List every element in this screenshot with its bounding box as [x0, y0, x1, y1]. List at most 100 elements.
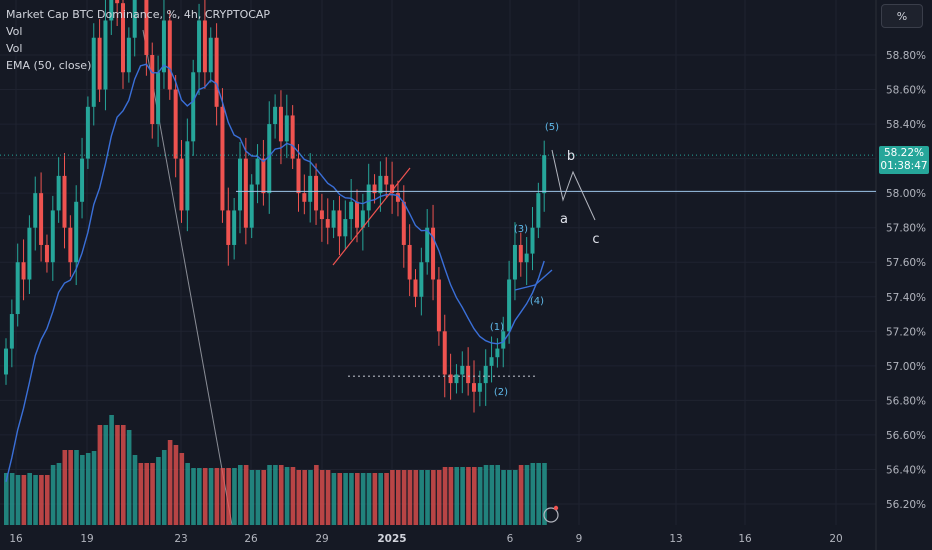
x-tick-label: 16: [9, 533, 23, 545]
candle-body: [97, 37, 102, 90]
candle-body: [33, 193, 38, 228]
wave-labels: (1) (2) (3) (4) (5) a b c: [490, 122, 600, 398]
y-tick-label: 56.80%: [886, 395, 926, 407]
volume-bar: [448, 467, 454, 525]
alert-dot-icon: [553, 505, 559, 511]
candle-body: [337, 210, 342, 237]
volume-bar: [442, 467, 448, 525]
candle-body: [103, 20, 108, 90]
volume-bar: [401, 470, 407, 525]
candle-body: [126, 37, 131, 73]
candle-body: [150, 55, 155, 125]
candle-body: [50, 210, 55, 263]
volume-bar: [536, 463, 541, 525]
candle-body: [85, 106, 90, 159]
volume-bar: [132, 455, 138, 525]
volume-bar: [384, 473, 389, 525]
volume-bar: [91, 451, 97, 525]
volume-bar: [495, 465, 500, 525]
volume-bar: [314, 465, 319, 525]
candle-body: [442, 331, 447, 375]
legend-vol-2[interactable]: Vol: [6, 42, 23, 55]
candle-body: [331, 210, 336, 228]
candle-body: [477, 383, 482, 392]
candle-body: [495, 348, 500, 358]
candle-body: [185, 141, 190, 211]
volume-bar: [507, 470, 512, 525]
volume-bar: [360, 473, 366, 525]
candle-body: [115, 0, 120, 4]
volume-bar: [243, 465, 249, 525]
volume-bar: [126, 430, 132, 525]
x-tick-label: 13: [669, 533, 682, 545]
candle-body: [395, 193, 400, 202]
current-price-tag: 58.22% 01:38:47: [879, 146, 929, 174]
volume-bar: [278, 465, 284, 525]
volume-bar: [97, 425, 103, 525]
candle-body: [261, 158, 266, 194]
candle-body: [290, 115, 295, 159]
volume-bar: [542, 463, 547, 525]
volume-bar: [366, 473, 372, 525]
candle-body: [161, 20, 166, 73]
volume-bar: [121, 425, 126, 525]
volume-bar: [249, 470, 255, 525]
chart-legend: Market Cap BTC Dominance, %, 4h, CRYPTOC…: [6, 6, 270, 74]
volume-bar: [524, 465, 530, 525]
y-tick-label: 58.80%: [886, 50, 926, 62]
volume-bar: [62, 450, 68, 525]
candle-body: [349, 201, 354, 220]
x-tick-label: 9: [576, 533, 583, 545]
volume-bar: [319, 470, 325, 525]
volume-bars: [4, 415, 547, 525]
volume-bar: [518, 465, 524, 525]
candle-body: [214, 37, 219, 107]
candle-body: [232, 210, 237, 245]
volume-bar: [44, 475, 50, 525]
y-tick-label: 57.40%: [886, 292, 926, 304]
candle-body: [507, 279, 512, 332]
candle-body: [542, 155, 547, 194]
candle-body: [80, 158, 85, 202]
candle-body: [431, 227, 436, 280]
legend-vol-1[interactable]: Vol: [6, 25, 23, 38]
candle-body: [21, 262, 26, 280]
candle-body: [489, 357, 494, 366]
volume-bar: [39, 475, 44, 525]
legend-ema[interactable]: EMA (50, close): [6, 59, 92, 72]
volume-bar: [197, 468, 202, 525]
volume-bar: [68, 450, 73, 525]
volume-bar: [425, 470, 430, 525]
candle-body: [68, 227, 73, 263]
volume-bar: [413, 470, 419, 525]
candle-body: [355, 201, 359, 228]
current-price-value: 58.22%: [883, 147, 925, 159]
candle-body: [191, 72, 196, 142]
candle-body: [220, 106, 225, 211]
bar-countdown: 01:38:47: [880, 160, 928, 172]
volume-bar: [202, 468, 208, 525]
volume-bar: [267, 465, 272, 525]
x-tick-label: 19: [80, 533, 93, 545]
volume-bar: [15, 475, 21, 525]
projection-label: c: [592, 232, 599, 247]
candle-body: [296, 158, 301, 194]
candle-body: [15, 262, 20, 315]
candle-body: [249, 184, 254, 228]
percent-scale-button[interactable]: %: [881, 4, 923, 28]
volume-bar: [483, 465, 489, 525]
candle-body: [302, 193, 307, 202]
candle-body: [284, 115, 289, 142]
candle-body: [401, 201, 406, 245]
x-tick-label: 26: [244, 533, 258, 545]
volume-bar: [284, 467, 290, 525]
candle-body: [44, 244, 49, 263]
candle-body: [314, 175, 319, 211]
y-tick-label: 57.80%: [886, 223, 926, 235]
candle-body: [460, 365, 465, 375]
candle-body: [518, 244, 523, 263]
candle-body: [267, 124, 272, 194]
candle-body: [74, 201, 79, 263]
y-tick-label: 56.40%: [886, 464, 926, 476]
